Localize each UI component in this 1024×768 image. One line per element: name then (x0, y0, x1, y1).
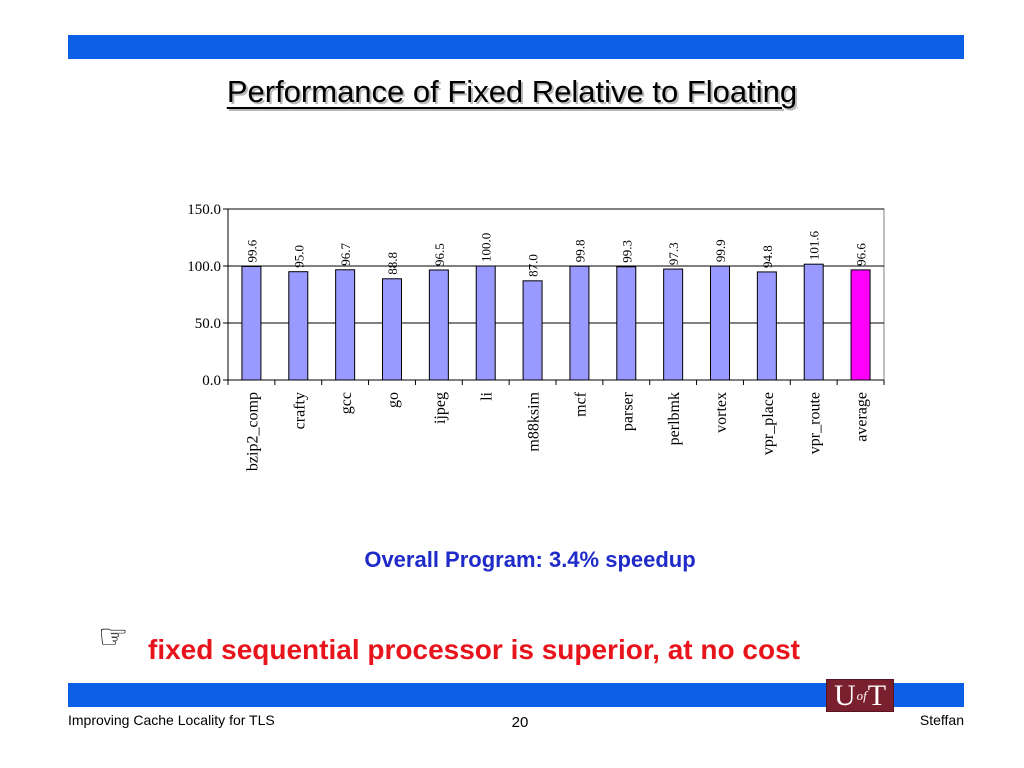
x-tick-label: average (854, 392, 871, 442)
bar-li (475, 265, 496, 381)
footer-presentation-title: Improving Cache Locality for TLS (68, 712, 275, 728)
x-tick-label: vortex (713, 392, 730, 433)
value-label: 88.8 (385, 252, 400, 275)
y-tick-label: 150.0 (187, 202, 221, 218)
value-label: 99.8 (572, 239, 587, 262)
x-tick-label: bzip2_comp (244, 392, 261, 471)
x-tick-label: perlbmk (666, 392, 683, 445)
value-label: 100.0 (479, 233, 494, 262)
value-label: 95.0 (291, 245, 306, 268)
bar-m88ksim (522, 280, 543, 381)
bar-parser (616, 266, 637, 381)
value-label: 97.3 (666, 242, 681, 265)
value-label: 94.8 (760, 245, 775, 268)
logo-letter-middle: of (856, 688, 867, 703)
x-tick-label: gcc (338, 392, 355, 414)
plot-area-border (227, 208, 885, 381)
x-tick-label: go (385, 392, 402, 408)
value-label: 101.6 (807, 230, 822, 260)
x-tick-label: li (479, 391, 496, 400)
x-tick-label: vpr_route (807, 392, 824, 454)
value-label: 99.3 (619, 240, 634, 263)
value-label: 87.0 (526, 254, 541, 277)
top-accent-band (68, 35, 964, 59)
x-tick-label: vpr_place (760, 392, 777, 455)
y-tick-label: 0.0 (202, 373, 221, 389)
value-label: 96.6 (854, 243, 869, 266)
bar-ijpeg (428, 269, 449, 381)
footer-author: Steffan (919, 712, 964, 728)
value-label: 99.6 (244, 239, 259, 262)
value-label: 99.9 (713, 239, 728, 262)
bar-vpr_route (803, 263, 824, 381)
y-tick-label: 50.0 (195, 316, 221, 332)
bar-bzip2_comp (241, 265, 262, 381)
x-tick-label: mcf (572, 391, 589, 417)
bottom-accent-band (68, 683, 964, 707)
x-tick-label: parser (619, 391, 636, 431)
bar-perlbmk (663, 268, 684, 381)
page-number: 20 (511, 714, 529, 731)
x-tick-label: m88ksim (526, 391, 543, 451)
conclusion-text: fixed sequential processor is superior, … (148, 634, 800, 665)
slide-title: Performance of Fixed Relative to Floatin… (226, 74, 798, 109)
value-label: 96.5 (432, 243, 447, 266)
bar-mcf (569, 265, 590, 381)
logo-letter-right: T (867, 678, 887, 712)
bar-gcc (335, 269, 356, 381)
bar-chart: 0.0 50.0 100.0 150.0 99.6 bzip2_comp 95.0 craft… (187, 202, 885, 471)
x-tick-label: ijpeg (432, 392, 449, 424)
university-logo: U of T (826, 679, 894, 712)
bar-average (850, 269, 871, 381)
value-label: 96.7 (338, 243, 353, 266)
bar-go (382, 278, 402, 381)
y-tick-label: 100.0 (187, 259, 221, 275)
speedup-caption: Overall Program: 3.4% speedup (364, 547, 696, 572)
bar-vortex (710, 265, 730, 381)
bar-crafty (288, 271, 309, 381)
x-tick-label: crafty (291, 392, 308, 429)
logo-letter-left: U (833, 678, 856, 712)
bar-vpr_place (756, 271, 777, 381)
pointing-hand-icon: ☞ (98, 617, 129, 657)
